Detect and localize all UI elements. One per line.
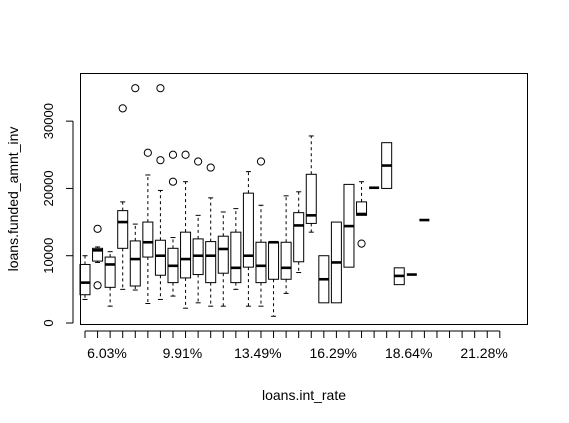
- outlier-point: [93, 224, 102, 233]
- x-tick-label: 6.03%: [87, 345, 127, 361]
- box-body: [142, 221, 154, 258]
- box-body: [205, 241, 217, 284]
- box-11: [205, 163, 217, 307]
- box-5: [129, 84, 141, 291]
- y-tick-label: 0: [41, 319, 56, 326]
- x-tick-label: 16.29%: [310, 345, 357, 361]
- box-body: [180, 231, 192, 279]
- box-13: [230, 208, 242, 290]
- box-19: [305, 135, 317, 233]
- box-22: [343, 183, 355, 268]
- box-body: [293, 212, 305, 263]
- box-body: [242, 192, 254, 268]
- box-body: [79, 263, 91, 296]
- box-body: [104, 256, 116, 288]
- box-3: [104, 251, 116, 307]
- outlier-point: [168, 177, 178, 186]
- box-body: [255, 241, 267, 284]
- outlier-point: [93, 281, 102, 290]
- box-body: [356, 201, 368, 216]
- box-10: [192, 157, 204, 304]
- box-9: [180, 150, 192, 309]
- box-26: [393, 267, 405, 286]
- y-axis: 0 10000 20000 30000: [41, 103, 74, 327]
- box-body: [154, 239, 166, 276]
- box-21: [330, 221, 342, 304]
- box-body: [230, 231, 242, 284]
- box-6: [142, 148, 154, 304]
- box-12: [217, 211, 229, 307]
- outlier-point: [194, 157, 203, 166]
- outlier-point: [156, 84, 165, 93]
- y-tick-label: 10000: [41, 238, 56, 274]
- plot-frame: [80, 73, 528, 325]
- box-body: [268, 241, 280, 280]
- y-axis-label: loans.funded_amnt_inv: [5, 127, 21, 272]
- box-1: [79, 255, 91, 300]
- box-body: [280, 241, 292, 280]
- box-20: [318, 255, 330, 304]
- box-17: [280, 195, 292, 294]
- x-tick-label: 18.64%: [385, 345, 432, 361]
- x-tick-label: 13.49%: [234, 345, 281, 361]
- outlier-point: [181, 150, 190, 159]
- box-series: [79, 84, 430, 317]
- box-body: [217, 235, 229, 274]
- box-23: [356, 181, 368, 248]
- box-4: [117, 104, 129, 290]
- y-tick-label: 30000: [41, 103, 56, 139]
- x-tick-label: 21.28%: [460, 345, 507, 361]
- x-tick-label: 9.91%: [163, 345, 203, 361]
- outlier-point: [118, 104, 127, 113]
- box-body: [117, 210, 129, 249]
- y-tick-label: 20000: [41, 170, 56, 206]
- outlier-point: [168, 150, 178, 159]
- outlier-point: [131, 84, 140, 93]
- x-axis: 6.03% 9.91% 13.49% 16.29% 18.64% 21.28%: [84, 330, 508, 361]
- x-axis-label: loans.int_rate: [262, 387, 346, 403]
- box-18: [293, 191, 305, 274]
- box-2: [92, 224, 104, 290]
- box-15: [255, 157, 267, 307]
- outlier-point: [357, 239, 366, 248]
- box-7: [154, 84, 166, 300]
- box-25: [381, 142, 393, 189]
- box-8: [167, 150, 179, 297]
- outlier-point: [143, 148, 152, 157]
- outlier-point: [206, 163, 215, 172]
- box-body: [92, 247, 104, 262]
- box-body: [129, 240, 141, 287]
- box-16: [268, 240, 280, 317]
- box-14: [242, 171, 254, 307]
- outlier-point: [256, 157, 266, 166]
- outlier-point: [156, 156, 165, 165]
- box-body: [305, 173, 317, 224]
